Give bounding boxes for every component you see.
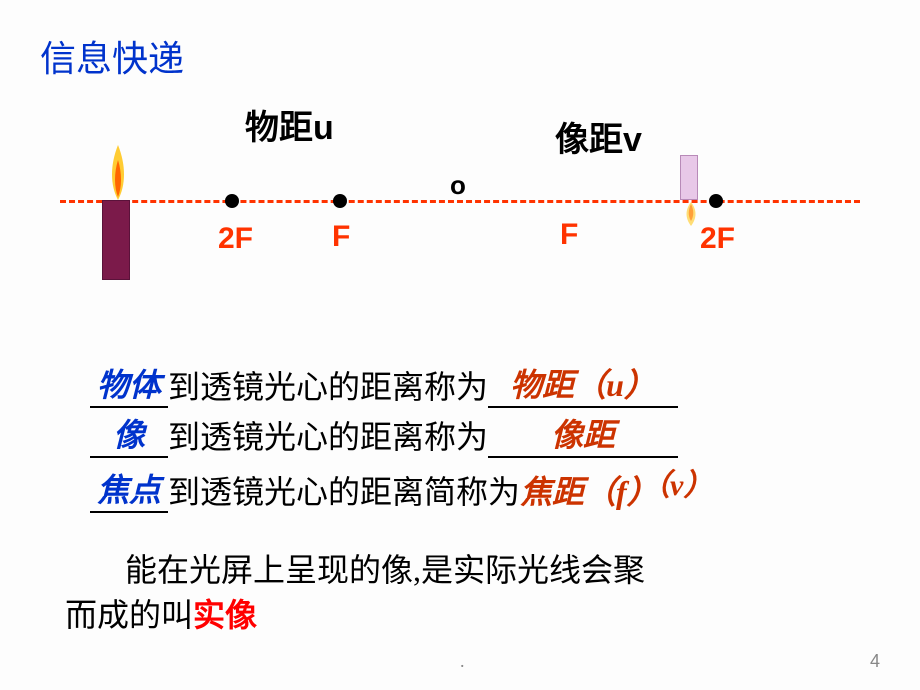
def4b-pre: 而成的叫	[65, 597, 193, 633]
dot-2F-right	[709, 194, 723, 208]
fill-v: 像距	[551, 417, 615, 453]
image-flame	[682, 200, 700, 226]
mark-2F-right: 2F	[700, 222, 735, 256]
mark-F-right: F	[560, 218, 578, 252]
mark-o: o	[450, 170, 466, 201]
page-number: 4	[870, 651, 880, 672]
def3-mid: 到透镜光心的距离简称为	[168, 474, 520, 510]
page-dot: .	[460, 651, 465, 672]
def2-mid: 到透镜光心的距离称为	[168, 419, 488, 455]
blank-v: 像距	[488, 410, 678, 458]
fill-image: 像	[113, 417, 145, 453]
blank-focus: 焦点	[90, 465, 168, 513]
fill-focus: 焦点	[97, 472, 161, 508]
definition-line-1: 物体到透镜光心的距离称为物距（u）	[90, 360, 678, 408]
blank-object: 物体	[90, 360, 168, 408]
definition-line-4b: 而成的叫实像	[65, 590, 257, 636]
definition-line-4a: 能在光屏上呈现的像,是实际光线会聚	[125, 545, 645, 591]
dot-2F-left	[225, 194, 239, 208]
blank-image: 像	[90, 410, 168, 458]
mark-F-left: F	[332, 220, 350, 254]
mark-2F-left: 2F	[218, 222, 253, 256]
fill-real-image: 实像	[193, 597, 257, 633]
candle-body	[102, 200, 130, 280]
def1-mid: 到透镜光心的距离称为	[168, 369, 488, 405]
dot-F-left	[333, 194, 347, 208]
title-text: 信息快递	[40, 39, 184, 79]
image-screen	[680, 155, 698, 200]
label-u: 物距u	[245, 100, 334, 149]
slide-title: 信息快递	[40, 30, 184, 82]
fill-u: 物距（u）	[510, 367, 656, 403]
definition-line-2: 像到透镜光心的距离称为 像距	[90, 410, 678, 458]
fill-f: 焦距（f）	[520, 474, 659, 510]
candle-flame	[108, 145, 128, 205]
label-v: 像距v	[555, 112, 642, 161]
blank-u: 物距（u）	[488, 360, 678, 408]
fill-object: 物体	[97, 367, 161, 403]
definition-line-3: 焦点到透镜光心的距离简称为焦距（f）	[90, 465, 659, 513]
